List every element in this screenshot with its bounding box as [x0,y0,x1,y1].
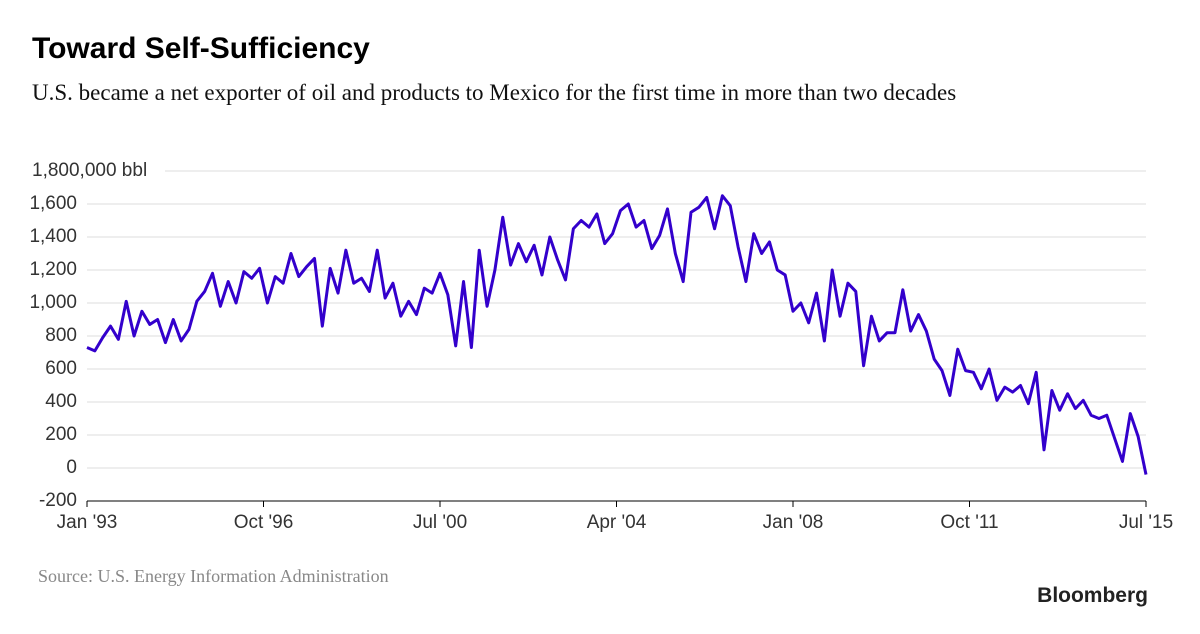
y-tick-label: 1,400 [29,226,77,247]
y-tick-label: -200 [39,490,77,511]
y-tick-label: 1,800,000 bbl [32,160,147,181]
x-tick-label: Apr '04 [587,512,647,533]
y-tick-label: 600 [45,358,77,379]
y-tick-label: 200 [45,424,77,445]
y-tick-label: 400 [45,391,77,412]
x-tick-label: Jan '08 [763,512,824,533]
data-line [86,194,1148,475]
x-tick-label: Jul '00 [413,512,467,533]
brand: Bloomberg [1037,584,1148,607]
y-tick-label: 1,200 [29,259,77,280]
chart-subtitle: U.S. became a net exporter of oil and pr… [32,80,957,105]
x-tick-label: Oct '96 [234,512,294,533]
y-tick-label: 800 [45,325,77,346]
source-note: Source: U.S. Energy Information Administ… [38,566,389,586]
y-tick-label: 1,000 [29,292,77,313]
y-tick-label: 1,600 [29,193,77,214]
x-tick-label: Jul '15 [1119,512,1173,533]
y-tick-label: 0 [66,457,77,478]
x-tick-label: Oct '11 [940,512,998,533]
x-tick-label: Jan '93 [57,512,118,533]
chart-title: Toward Self-Sufficiency [32,32,370,65]
